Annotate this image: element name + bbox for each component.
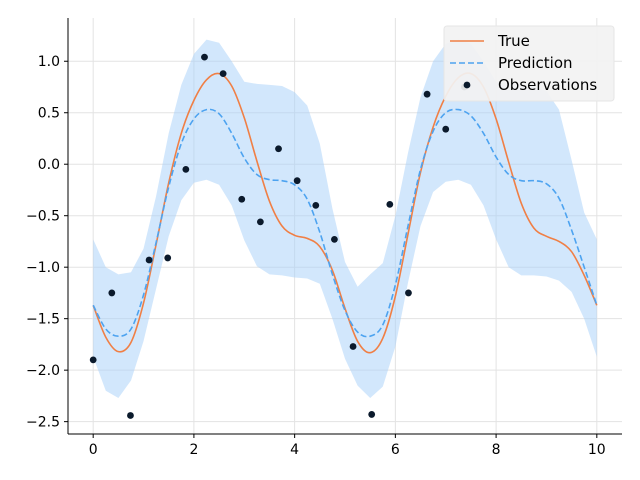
observation-point-13 — [331, 235, 338, 243]
y-tick-label-0: −2.5 — [26, 415, 60, 431]
observation-point-17 — [405, 289, 412, 297]
y-tick-label-2: −1.5 — [26, 312, 60, 328]
y-tick-label-1: −2.0 — [26, 363, 60, 379]
y-tick-label-5: 0.0 — [38, 157, 60, 173]
observation-point-15 — [368, 411, 376, 418]
y-tick-label-3: −1.0 — [26, 260, 60, 276]
observation-point-19 — [442, 125, 450, 133]
observation-point-1 — [108, 289, 116, 297]
observation-point-18 — [423, 90, 431, 98]
x-tick-label-1: 2 — [189, 442, 198, 458]
axes: 0 2 4 6 8 10 −2.5 −2.0 −1.5 −1.0 −0.5 0.0 0.5 1.0 — [26, 18, 622, 458]
observation-point-10 — [275, 145, 282, 153]
series-layer — [92, 72, 598, 354]
observation-point-2 — [127, 412, 134, 419]
observation-point-6 — [201, 53, 208, 61]
observation-point-3 — [145, 256, 153, 264]
x-tick-label-5: 10 — [588, 442, 606, 458]
series-line-prediction — [92, 108, 598, 338]
observation-point-12 — [312, 202, 320, 209]
x-tick-label-4: 8 — [492, 442, 501, 458]
legend-label-prediction: Prediction — [498, 54, 573, 72]
legend-box — [443, 25, 615, 102]
legend-label-true: True — [497, 32, 530, 50]
observation-point-0 — [89, 356, 97, 364]
observation-point-9 — [256, 218, 264, 226]
y-tick-label-4: −0.5 — [26, 209, 60, 225]
observation-point-5 — [182, 165, 190, 173]
confidence-band — [93, 39, 597, 398]
y-tick-label-6: 0.5 — [38, 106, 60, 122]
x-tick-label-0: 0 — [89, 442, 98, 458]
observation-point-4 — [164, 254, 172, 262]
x-tick-label-3: 6 — [391, 442, 400, 458]
y-tick-label-7: 1.0 — [38, 54, 60, 70]
legend-label-observations: Observations — [498, 76, 597, 94]
observation-point-7 — [219, 70, 227, 78]
observation-point-11 — [293, 177, 301, 185]
legend: True Prediction Observations — [443, 25, 615, 102]
observation-point-8 — [238, 195, 246, 203]
observation-point-14 — [349, 343, 357, 350]
legend-swatch-observations — [463, 81, 471, 89]
x-tick-label-2: 4 — [290, 442, 299, 458]
observation-point-16 — [386, 200, 394, 208]
confidence-band-layer — [93, 39, 597, 398]
